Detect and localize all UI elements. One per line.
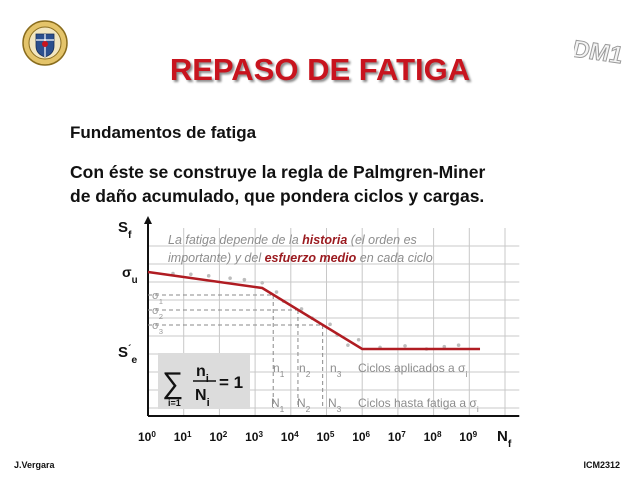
slide-title: REPASO DE FATIGA (169, 52, 471, 87)
applied-cycles-caption: Ciclos aplicados a σi (358, 361, 467, 379)
data-point (206, 274, 211, 278)
data-point (228, 276, 232, 280)
slide-subtitle: Fundamentos de fatiga (70, 123, 257, 142)
life-cycles-label: N2 (297, 396, 311, 414)
data-point (274, 290, 279, 294)
body-text-line-1: Con éste se construye la regla de Palmgr… (70, 162, 486, 182)
footer-author: J.Vergara (14, 460, 55, 470)
stress-level-label: σ3 (152, 320, 163, 336)
x-axis-label: Nf (497, 428, 512, 450)
data-point (456, 343, 461, 347)
x-tick-label: 104 (281, 430, 299, 445)
x-tick-label: 101 (174, 430, 192, 445)
applied-cycles-label: n3 (330, 361, 342, 379)
formula-numerator: ni (196, 363, 209, 385)
life-cycles-caption: Ciclos hasta fatiga a σi (358, 396, 479, 414)
dm1-brand-mark: DM1 (574, 35, 622, 69)
annotation-line-2: importante) y del esfuerzo medio en cada… (168, 251, 433, 265)
x-tick-label: 105 (317, 430, 335, 445)
formula-sigma: ∑ (162, 367, 183, 400)
data-point (356, 337, 361, 342)
formula-index: i=1 (168, 398, 181, 408)
x-tick-label: 103 (245, 430, 263, 445)
x-tick-label: 108 (424, 430, 442, 445)
stress-level-label: σ2 (152, 305, 163, 321)
y-axis-label: Sf (118, 219, 132, 241)
svg-text:DM1: DM1 (574, 36, 622, 69)
applied-cycles-label: n2 (299, 361, 311, 379)
formula-equals: = 1 (219, 373, 243, 392)
body-text: Con éste se construye la regla de Palmgr… (70, 160, 610, 208)
y-label-se: S´e (118, 344, 137, 367)
data-point (299, 307, 304, 311)
university-seal-logo (22, 20, 68, 66)
y-label-sigma-u: σu (122, 264, 138, 286)
applied-cycles-label: n1 (273, 361, 285, 379)
data-point (328, 322, 332, 327)
data-point (346, 343, 350, 347)
data-point (242, 277, 247, 282)
y-axis-arrow (144, 216, 152, 224)
x-tick-label: 102 (209, 430, 227, 445)
body-text-line-2: de daño acumulado, que pondera ciclos y … (70, 186, 485, 206)
formula-denominator: Ni (195, 387, 210, 409)
data-point (260, 280, 265, 285)
x-tick-label: 107 (388, 430, 406, 445)
data-point (403, 344, 407, 348)
data-point (189, 272, 193, 277)
life-cycles-label: N1 (271, 396, 285, 414)
data-point (442, 344, 447, 349)
annotation-line-1: La fatiga depende de la historia (el ord… (168, 233, 417, 247)
x-tick-label: 100 (138, 430, 156, 445)
x-tick-label: 106 (352, 430, 370, 445)
x-tick-label: 109 (459, 430, 477, 445)
sn-curve-line (147, 270, 481, 351)
life-cycles-label: N3 (328, 396, 342, 414)
footer-course-code: ICM2312 (583, 460, 620, 470)
stress-level-label: σ1 (152, 290, 163, 306)
